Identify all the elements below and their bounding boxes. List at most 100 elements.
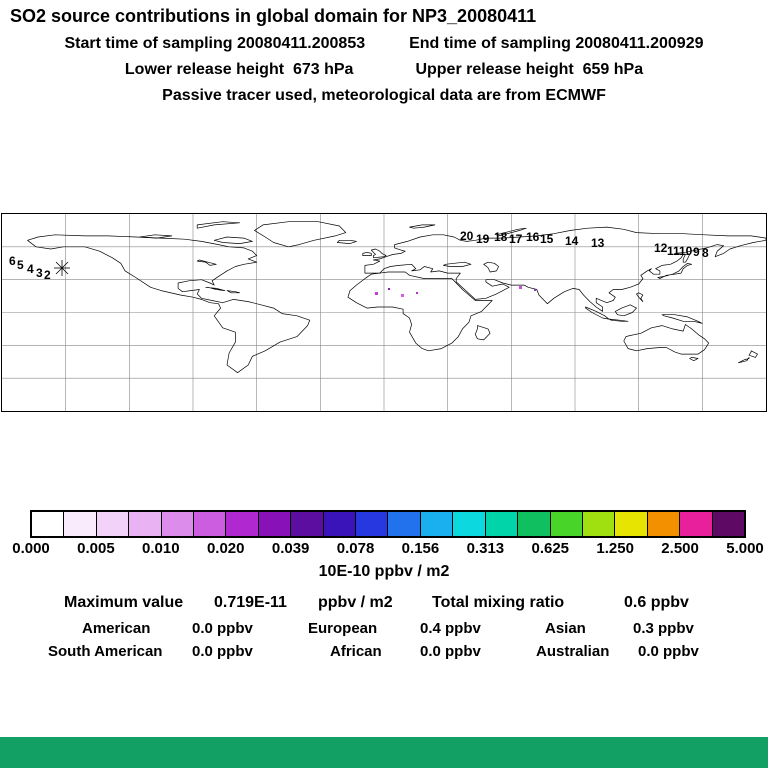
colorbar-cell — [257, 512, 291, 536]
region-european-value: 0.4 ppbv — [420, 620, 481, 637]
coastline-path — [689, 357, 699, 362]
colorbar-tick-label: 1.250 — [596, 540, 634, 557]
stats-maximum-row: Maximum value 0.719E-11 ppbv / m2 Total … — [0, 594, 768, 613]
page-title: SO2 source contributions in global domai… — [10, 6, 537, 26]
colorbar-tick-label: 0.078 — [336, 540, 375, 557]
tracer-note-text: Passive tracer used, meteorological data… — [162, 87, 606, 104]
deposit-dot — [534, 289, 536, 291]
max-value-units: ppbv / m2 — [318, 594, 393, 611]
colorbar-tick-labels: 0.000 0.005 0.010 0.020 0.039 0.078 0.156 0.313… — [12, 540, 764, 557]
colorbar-cell — [614, 512, 647, 536]
stats-regions-row-2: South American 0.0 ppbv African 0.0 ppbv… — [0, 643, 768, 662]
colorbar-cell — [290, 512, 323, 536]
coastline-path — [409, 224, 436, 229]
colorbar-cell — [225, 512, 258, 536]
trajectory-day-label: 15 — [540, 232, 554, 246]
upper-release-height-text: Upper release height 659 hPa — [415, 61, 644, 78]
coastline-path — [213, 236, 253, 244]
coastline-path — [443, 261, 472, 267]
trajectory-day-label: 20 — [460, 229, 474, 243]
region-american-label: American — [82, 620, 151, 637]
colorbar-cell — [355, 512, 388, 536]
colorbar-cell — [517, 512, 550, 536]
total-mixing-ratio-label: Total mixing ratio — [432, 594, 565, 611]
colorbar-cell — [160, 512, 194, 536]
coastline-path — [738, 357, 750, 364]
colorbar-cell — [679, 512, 712, 536]
max-value-label: Maximum value — [64, 594, 184, 611]
lower-release-height-text: Lower release height 673 hPa — [124, 61, 354, 78]
stats-regions-row-1: American 0.0 ppbv European 0.4 ppbv Asia… — [0, 620, 768, 639]
end-time-text: End time of sampling 20080411.200929 — [409, 35, 704, 52]
coastline-path — [496, 227, 527, 237]
trajectory-day-label: 10 — [679, 244, 693, 258]
colorbar-cell — [452, 512, 485, 536]
tracer-note-line: Passive tracer used, meteorological data… — [0, 87, 768, 105]
trajectory-day-label: 16 — [526, 230, 540, 244]
trajectory-day-label: 8 — [702, 246, 709, 260]
coastline-path — [362, 251, 372, 256]
region-asian-label: Asian — [545, 620, 586, 637]
start-time-text: Start time of sampling 20080411.200853 — [64, 35, 366, 52]
coastline-path — [336, 239, 357, 244]
coastline-path — [196, 259, 217, 266]
colorbar-tick-label: 0.000 — [12, 540, 50, 557]
colorbar-cell — [581, 512, 615, 536]
colorbar-tick-label: 0.156 — [401, 540, 440, 557]
coastline-path — [623, 324, 710, 355]
region-african-value: 0.0 ppbv — [420, 643, 481, 660]
colorbar-tick-label: 0.039 — [271, 540, 310, 557]
region-australian-value: 0.0 ppbv — [638, 643, 699, 660]
colorbar-cell — [484, 512, 518, 536]
trajectory-day-label: 3 — [36, 266, 43, 280]
coastline-path — [608, 318, 629, 322]
map-grid — [2, 214, 766, 411]
trajectory-day-label: 9 — [693, 245, 700, 259]
colorbar-tick-label: 0.313 — [466, 540, 505, 557]
map-canvas: 20 19 18 17 16 15 14 13 12 11 10 9 8 6 5 4 3 2 — [2, 214, 766, 411]
coastline-path — [139, 234, 173, 239]
colorbar-tick-label: 0.020 — [206, 540, 245, 557]
sampling-times-line: Start time of sampling 20080411.200853 E… — [0, 35, 768, 53]
coastline-path — [27, 234, 311, 374]
coastline-path — [585, 306, 610, 320]
trajectory-day-label: 17 — [509, 232, 523, 246]
trajectory-day-label: 12 — [654, 241, 668, 255]
colorbar-cell — [419, 512, 453, 536]
colorbar — [30, 510, 746, 538]
coastline-path — [682, 254, 690, 263]
deposit-dot — [519, 286, 522, 289]
total-mixing-ratio-value: 0.6 ppbv — [624, 594, 689, 611]
colorbar-tick-label: 2.500 — [661, 540, 699, 557]
world-map: 20 19 18 17 16 15 14 13 12 11 10 9 8 6 5 4 3 2 — [1, 213, 767, 412]
trajectory-marks: 20 19 18 17 16 15 14 13 12 11 10 9 8 6 5 4 3 2 — [9, 229, 709, 297]
region-african-label: African — [330, 643, 382, 660]
coastline-path — [364, 226, 766, 312]
region-australian-label: Australian — [536, 643, 610, 660]
bottom-bar — [0, 737, 768, 768]
colorbar-units: 10E-10 ppbv / m2 — [318, 563, 450, 580]
trajectory-day-label: 4 — [27, 262, 34, 276]
coastline-path — [254, 221, 347, 248]
region-american-value: 0.0 ppbv — [192, 620, 253, 637]
coastline-path — [657, 262, 693, 279]
coastline-path — [196, 221, 241, 229]
release-heights-line: Lower release height 673 hPa Upper relea… — [0, 61, 768, 79]
trajectory-day-label: 6 — [9, 254, 16, 268]
coastline-path — [636, 292, 644, 302]
colorbar-cell — [549, 512, 582, 536]
coastlines — [27, 221, 766, 374]
trajectory-day-label: 19 — [476, 232, 490, 246]
max-value-number: 0.719E-11 — [214, 594, 287, 611]
deposit-dot — [388, 288, 390, 290]
trajectory-day-label: 5 — [17, 258, 24, 272]
coastline-path — [370, 248, 387, 259]
coastline-path — [347, 271, 493, 352]
deposit-dot — [401, 294, 404, 297]
colorbar-tick-label: 0.010 — [142, 540, 180, 557]
colorbar-cell — [193, 512, 226, 536]
colorbar-cell — [646, 512, 680, 536]
coastline-path — [661, 314, 703, 324]
trajectory-day-label: 2 — [44, 268, 51, 282]
